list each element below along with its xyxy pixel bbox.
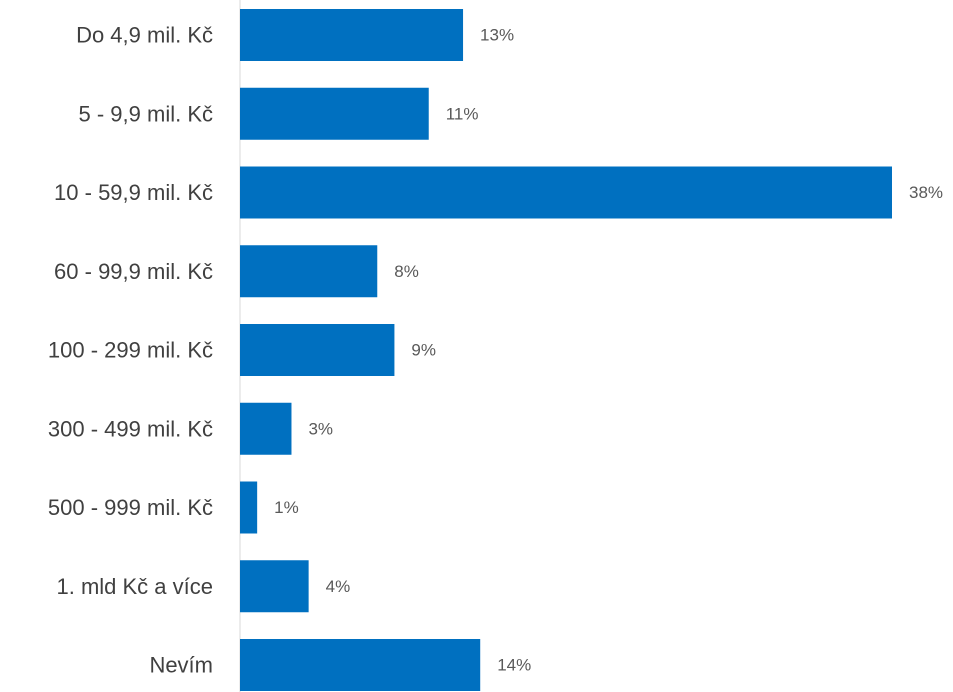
category-label: 10 - 59,9 mil. Kč	[54, 180, 213, 205]
data-label: 4%	[326, 577, 351, 596]
category-label: 60 - 99,9 mil. Kč	[54, 259, 213, 284]
bar	[240, 324, 395, 376]
bar	[240, 9, 464, 61]
labels-layer: Do 4,9 mil. Kč 13% 5 - 9,9 mil. Kč 11% 10 - …	[48, 23, 943, 678]
data-label: 8%	[394, 262, 419, 281]
bar	[240, 402, 292, 455]
category-label: Nevím	[149, 653, 213, 678]
data-label: 9%	[411, 341, 436, 360]
data-label: 14%	[497, 656, 531, 675]
data-label: 13%	[480, 26, 514, 45]
category-label: Do 4,9 mil. Kč	[76, 23, 213, 48]
bar	[240, 166, 892, 219]
bar	[240, 87, 429, 140]
bars-layer	[240, 9, 892, 691]
bar	[240, 639, 481, 691]
data-label: 1%	[274, 498, 299, 517]
data-label: 3%	[308, 419, 333, 438]
bar	[240, 245, 378, 298]
category-label: 300 - 499 mil. Kč	[48, 416, 213, 441]
data-label: 38%	[909, 183, 943, 202]
bar	[240, 481, 258, 534]
data-label: 11%	[446, 104, 479, 123]
category-label: 100 - 299 mil. Kč	[48, 338, 213, 363]
bar	[240, 560, 309, 613]
category-label: 500 - 999 mil. Kč	[48, 495, 213, 520]
category-label: 5 - 9,9 mil. Kč	[79, 101, 213, 126]
category-label: 1. mld Kč a více	[56, 574, 213, 599]
